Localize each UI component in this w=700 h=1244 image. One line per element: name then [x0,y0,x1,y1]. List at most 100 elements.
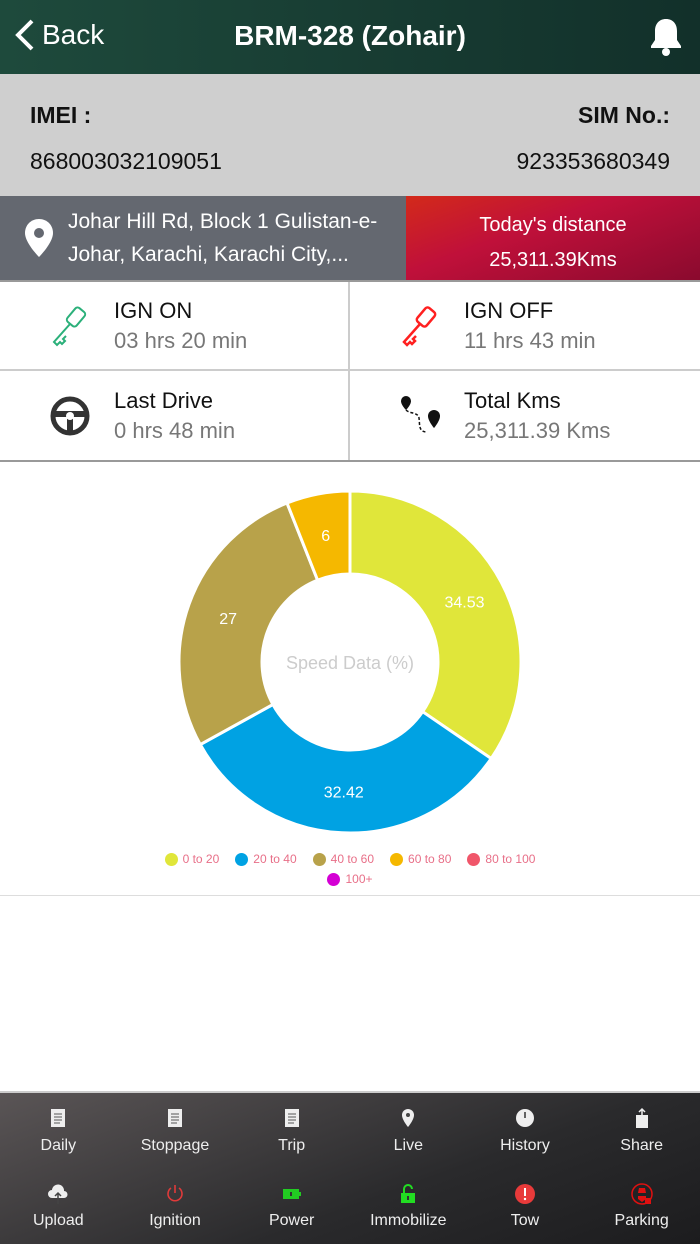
speed-chart: 34.53 32.42 27 6 Speed Data (%) 0 to 20 20 t… [0,462,700,896]
legend-label: 60 to 80 [408,852,452,866]
nav-share[interactable]: Share [583,1093,700,1168]
slice-label: 32.42 [324,784,364,801]
nav-label: Share [620,1136,663,1154]
stat-value: 25,311.39 Kms [464,417,611,443]
speed-donut-chart: 34.53 32.42 27 6 Speed Data (%) [177,489,523,835]
nav-label: Upload [32,1212,84,1229]
cloud-upload-icon [48,1184,68,1204]
report-icon [167,1108,182,1127]
todays-distance: Today's distance 25,311.39Kms [406,196,700,280]
stat-ign-on: IGN ON 03 hrs 20 min [0,282,350,371]
sim-label: SIM No.: [578,102,670,128]
battery-icon [282,1189,301,1199]
nav-history[interactable]: History [467,1093,584,1168]
nav-immobilize[interactable]: Immobilize [350,1168,467,1244]
distance-value: 25,311.39Kms [489,249,617,271]
stat-label: Last Drive [114,387,214,413]
sim-value: 923353680349 [516,148,671,174]
nav-label: Daily [40,1136,77,1154]
location-pin-icon [25,219,53,257]
stat-value: 03 hrs 20 min [114,327,248,353]
distance-label: Today's distance [479,214,627,236]
nav-tow[interactable]: Tow [467,1168,584,1244]
slice-60-to-80 [285,489,352,583]
legend-label: 80 to 100 [485,852,536,866]
spy-lock-icon [630,1183,653,1205]
steering-wheel-icon [50,396,90,435]
nav-label: Immobilize [370,1212,447,1229]
nav-upload[interactable]: Upload [0,1168,117,1244]
clock-icon [515,1108,534,1127]
key-icon [52,305,87,346]
app-header: Back BRM-328 (Zohair) [0,0,700,74]
power-icon [167,1185,183,1202]
nav-stoppage[interactable]: Stoppage [117,1093,234,1168]
legend-label: 40 to 60 [330,852,375,866]
chart-center-label: Speed Data (%) [286,653,414,673]
legend-label: 20 to 40 [253,852,297,866]
slice-label: 27 [219,611,237,628]
slice-label: 6 [321,528,330,545]
nav-label: Stoppage [140,1136,210,1154]
legend-item[interactable]: 100+ [327,872,373,886]
nav-label: Tow [510,1212,540,1229]
stats-grid: IGN ON 03 hrs 20 min IGN OFF 11 hrs 43 min… [0,280,700,462]
nav-daily[interactable]: Daily [0,1093,117,1168]
slice-40-to-60 [177,501,320,747]
address-text: Johar Hill Rd, Block 1 Gulistan-e-Johar,… [68,210,378,266]
slice-20-to-40 [198,702,494,835]
stat-total-kms: Total Kms 25,311.39 Kms [350,371,700,460]
legend-label: 0 to 20 [182,852,220,866]
stat-label: IGN ON [114,297,193,323]
nav-label: Ignition [149,1212,201,1229]
nav-label: Power [268,1212,315,1229]
slice-0-to-20 [348,489,523,761]
stat-label: IGN OFF [464,297,554,323]
slice-label: 34.53 [445,595,485,612]
route-icon [401,395,440,433]
stat-value: 11 hrs 43 min [464,327,596,353]
report-icon [51,1108,66,1127]
stat-last-drive: Last Drive 0 hrs 48 min [0,371,350,460]
back-button[interactable]: Back [14,18,104,52]
legend-item[interactable]: 80 to 100 [467,852,535,866]
nav-ignition[interactable]: Ignition [117,1168,234,1244]
legend-dot [164,852,178,866]
nav-label: Parking [614,1212,669,1229]
nav-label: Trip [278,1136,306,1154]
legend-item[interactable]: 0 to 20 [164,852,220,866]
chart-legend: 0 to 20 20 to 40 40 to 60 60 to 80 80 to 100… [0,852,700,886]
alert-icon [514,1184,535,1204]
device-info: IMEI : SIM No.: 868003032109051 92335368… [0,74,700,196]
nav-trip[interactable]: Trip [233,1093,350,1168]
legend-item[interactable]: 20 to 40 [235,852,297,866]
chevron-left-icon [15,19,34,51]
bell-icon[interactable] [648,16,684,58]
stat-ign-off: IGN OFF 11 hrs 43 min [350,282,700,371]
legend-dot [327,872,341,886]
stat-value: 0 hrs 48 min [114,417,236,443]
share-icon [635,1107,648,1128]
nav-label: Live [393,1136,423,1154]
bottom-toolbar: Daily Stoppage Trip Live History Share Upload I… [0,1091,700,1244]
address-panel: Johar Hill Rd, Block 1 Gulistan-e-Johar,… [0,196,406,280]
nav-label: History [500,1136,550,1154]
legend-dot [467,852,481,866]
nav-parking[interactable]: Parking [583,1168,700,1244]
report-icon [284,1108,299,1127]
legend-dot [235,852,249,866]
back-label: Back [42,19,105,50]
location-pin-icon [402,1108,415,1127]
nav-power[interactable]: Power [233,1168,350,1244]
imei-value: 868003032109051 [30,148,222,174]
legend-item[interactable]: 40 to 60 [312,852,375,866]
imei-label: IMEI : [30,102,92,128]
unlock-icon [401,1184,416,1203]
nav-live[interactable]: Live [350,1093,467,1168]
legend-dot [390,852,404,866]
legend-item[interactable]: 60 to 80 [390,852,451,866]
legend-dot [312,852,326,866]
legend-label: 100+ [345,872,373,886]
key-icon [402,305,437,347]
stat-label: Total Kms [464,387,561,413]
